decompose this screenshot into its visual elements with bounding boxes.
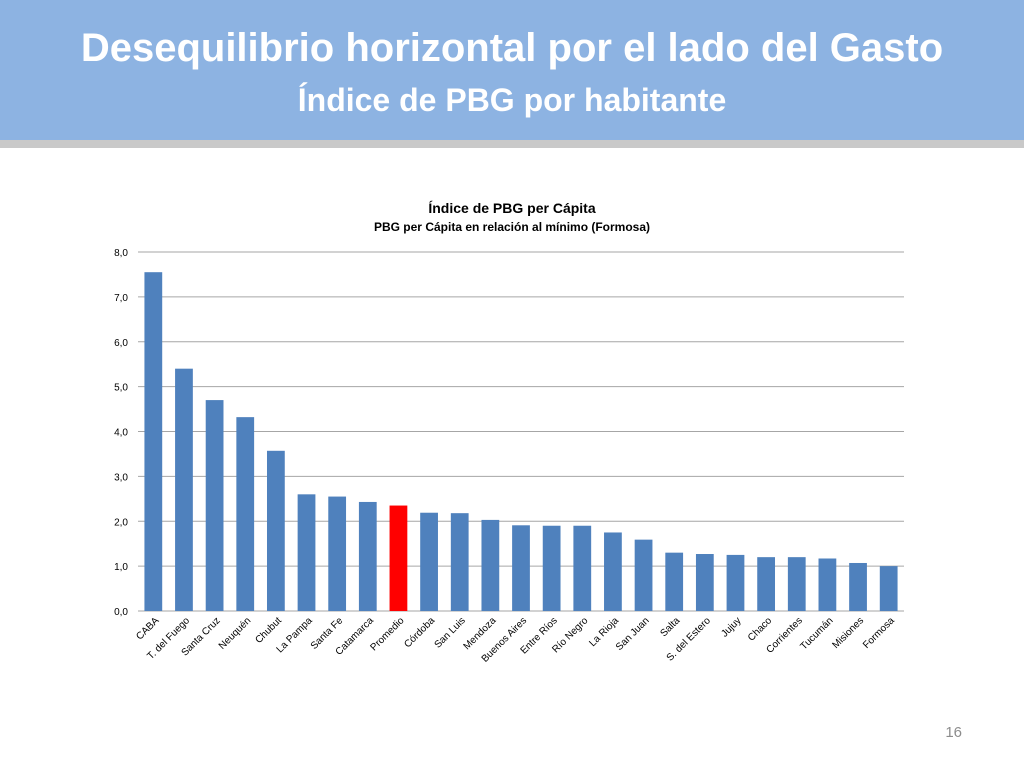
bar-río-negro xyxy=(573,525,592,611)
bar-t-del-fuego xyxy=(175,368,193,611)
bars xyxy=(144,272,898,611)
bar-corrientes xyxy=(787,557,806,611)
bar-la-pampa xyxy=(297,494,316,611)
y-tick-label: 0,0 xyxy=(114,607,128,618)
x-tick-label: Córdoba xyxy=(402,615,437,650)
bar-chaco xyxy=(757,557,776,611)
x-tick-label: CABA xyxy=(134,615,161,642)
bar-tucumán xyxy=(818,558,837,611)
chart-title: Índice de PBG per Cápita xyxy=(428,200,595,216)
bar-neuquén xyxy=(236,417,255,611)
bar-catamarca xyxy=(358,501,377,611)
x-tick-label: San Juan xyxy=(614,615,652,653)
x-tick-label: Formosa xyxy=(861,615,897,651)
y-tick-label: 3,0 xyxy=(114,472,128,483)
x-tick-label: Jujuy xyxy=(719,615,743,639)
bar-entre-ríos xyxy=(542,525,561,611)
x-tick-label: Neuquén xyxy=(217,615,253,651)
bar-salta xyxy=(665,552,684,611)
header-divider xyxy=(0,140,1024,148)
x-tick-label: Tucumán xyxy=(799,615,836,652)
y-tick-label: 6,0 xyxy=(114,338,128,349)
y-axis-ticks: 0,0 1,0 2,0 3,0 4,0 5,0 6,0 7,0 8,0 xyxy=(114,248,128,618)
x-tick-label: Salta xyxy=(658,615,682,639)
grid-lines xyxy=(138,251,904,612)
bar-caba xyxy=(144,272,163,611)
bar-promedio xyxy=(389,505,408,611)
bar-s-del-estero xyxy=(695,554,714,611)
bar-santa-cruz xyxy=(205,400,224,611)
x-tick-label: Promedio xyxy=(369,615,407,653)
bar-formosa xyxy=(879,566,898,611)
bar-santa-fe xyxy=(328,496,347,611)
bar-chubut xyxy=(266,450,285,611)
y-tick-label: 1,0 xyxy=(114,562,128,573)
y-tick-label: 2,0 xyxy=(114,517,128,528)
y-tick-label: 7,0 xyxy=(114,293,128,304)
bar-mendoza xyxy=(481,519,500,611)
y-tick-label: 8,0 xyxy=(114,248,128,259)
page-number: 16 xyxy=(945,724,962,741)
bar-la-rioja xyxy=(604,532,622,611)
slide-header xyxy=(0,0,1024,140)
bar-misiones xyxy=(849,562,867,611)
slide-subtitle: Índice de PBG por habitante xyxy=(297,82,727,118)
x-tick-label: Misiones xyxy=(830,615,866,651)
slide-title: Desequilibrio horizontal por el lado del… xyxy=(80,26,944,70)
chart-subtitle: PBG per Cápita en relación al mínimo (Fo… xyxy=(374,220,650,234)
bar-san-luis xyxy=(450,513,469,611)
bar-córdoba xyxy=(420,512,438,611)
bar-san-juan xyxy=(634,539,653,611)
x-tick-label: Chaco xyxy=(746,615,775,644)
bar-jujuy xyxy=(726,554,745,611)
bar-buenos-aires xyxy=(512,525,530,611)
y-tick-label: 5,0 xyxy=(114,383,128,394)
y-tick-label: 4,0 xyxy=(114,428,128,439)
